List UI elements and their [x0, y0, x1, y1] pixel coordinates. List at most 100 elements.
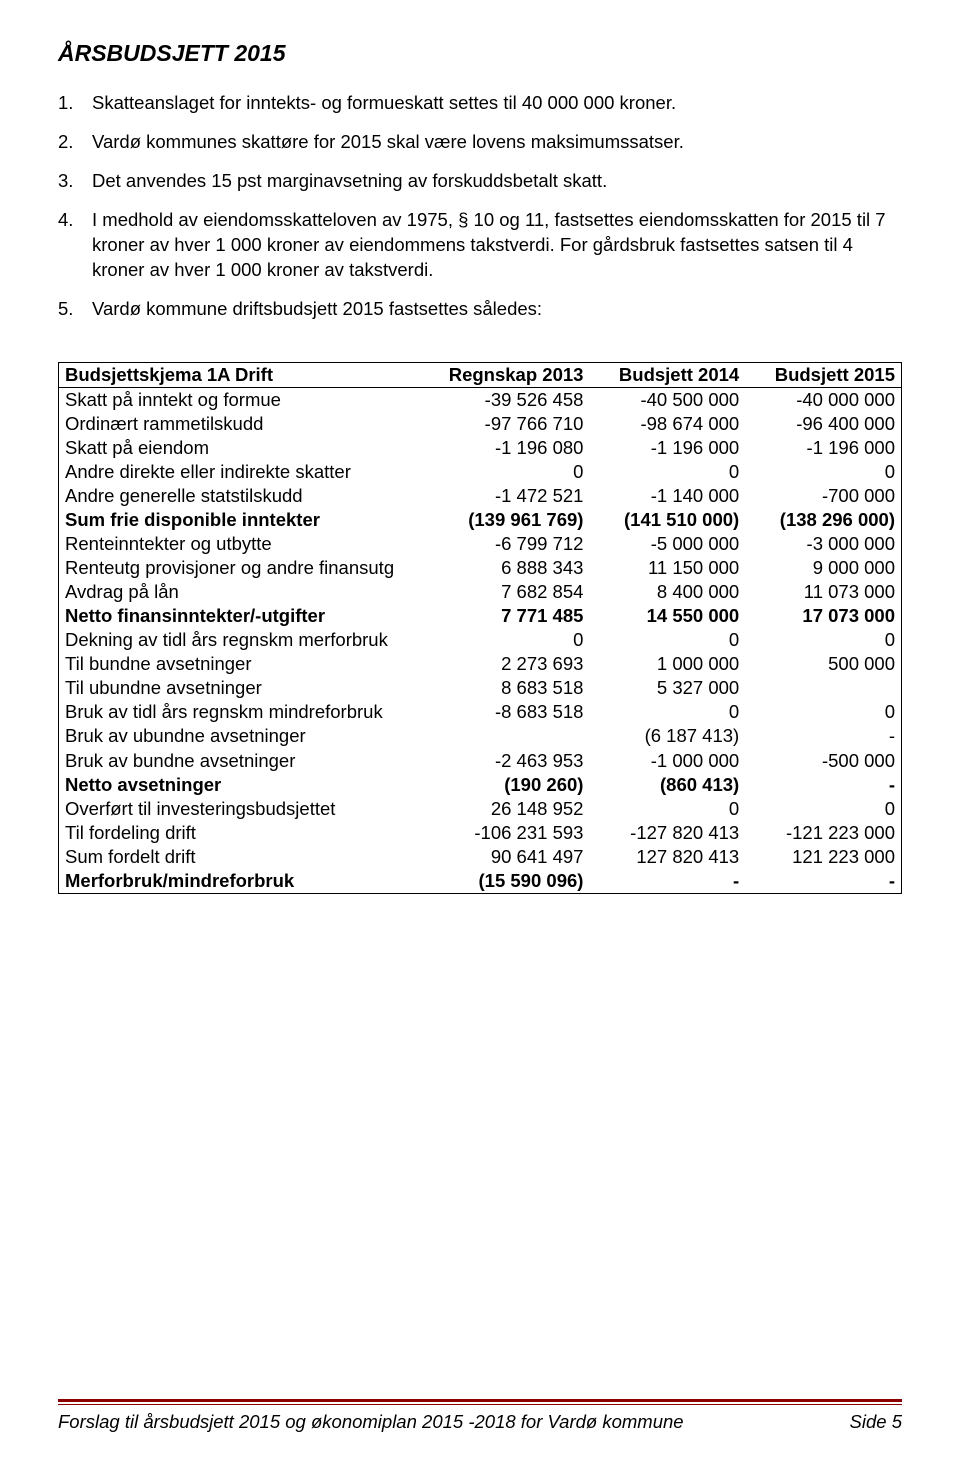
table-row: Bruk av bundne avsetninger-2 463 953-1 0…: [59, 749, 901, 773]
row-value-regnskap: 0: [429, 460, 589, 484]
row-label: Merforbruk/mindreforbruk: [59, 869, 429, 893]
row-value-budsjett-2015: 0: [745, 460, 901, 484]
list-item-text: Det anvendes 15 pst marginavsetning av f…: [92, 169, 902, 194]
budget-table: Budsjettskjema 1A Drift Regnskap 2013 Bu…: [58, 362, 902, 894]
row-value-budsjett-2014: (860 413): [589, 773, 745, 797]
row-value-budsjett-2015: 9 000 000: [745, 556, 901, 580]
row-value-regnskap: 0: [429, 628, 589, 652]
row-value-budsjett-2014: 8 400 000: [589, 580, 745, 604]
table-row: Skatt på eiendom-1 196 080-1 196 000-1 1…: [59, 436, 901, 460]
list-item-number: 5.: [58, 297, 92, 322]
row-value-budsjett-2015: 0: [745, 700, 901, 724]
row-value-budsjett-2015: -121 223 000: [745, 821, 901, 845]
list-item-text: I medhold av eiendomsskatteloven av 1975…: [92, 208, 902, 283]
row-label: Dekning av tidl års regnskm merforbruk: [59, 628, 429, 652]
row-value-budsjett-2015: 11 073 000: [745, 580, 901, 604]
col-header-label: Budsjettskjema 1A Drift: [59, 363, 429, 388]
row-value-budsjett-2014: 0: [589, 700, 745, 724]
table-row: Merforbruk/mindreforbruk(15 590 096)--: [59, 869, 901, 893]
footer-text-left: Forslag til årsbudsjett 2015 og økonomip…: [58, 1411, 684, 1433]
row-label: Til fordeling drift: [59, 821, 429, 845]
row-value-budsjett-2015: 17 073 000: [745, 604, 901, 628]
row-value-regnskap: -6 799 712: [429, 532, 589, 556]
row-value-budsjett-2014: 11 150 000: [589, 556, 745, 580]
row-label: Skatt på eiendom: [59, 436, 429, 460]
list-item: 2.Vardø kommunes skattøre for 2015 skal …: [58, 130, 902, 155]
table-row: Renteutg provisjoner og andre finansutg6…: [59, 556, 901, 580]
row-value-budsjett-2014: -1 000 000: [589, 749, 745, 773]
row-label: Overført til investeringsbudsjettet: [59, 797, 429, 821]
row-value-regnskap: -39 526 458: [429, 387, 589, 412]
row-value-budsjett-2014: -1 196 000: [589, 436, 745, 460]
list-item: 4.I medhold av eiendomsskatteloven av 19…: [58, 208, 902, 283]
row-value-regnskap: 8 683 518: [429, 676, 589, 700]
table-header-row: Budsjettskjema 1A Drift Regnskap 2013 Bu…: [59, 363, 901, 388]
row-label: Sum fordelt drift: [59, 845, 429, 869]
row-value-regnskap: -106 231 593: [429, 821, 589, 845]
list-item-number: 4.: [58, 208, 92, 283]
list-item-text: Skatteanslaget for inntekts- og formuesk…: [92, 91, 902, 116]
row-label: Bruk av bundne avsetninger: [59, 749, 429, 773]
row-label: Renteinntekter og utbytte: [59, 532, 429, 556]
row-label: Andre generelle statstilskudd: [59, 484, 429, 508]
row-value-budsjett-2015: -500 000: [745, 749, 901, 773]
row-value-regnskap: -2 463 953: [429, 749, 589, 773]
numbered-list: 1.Skatteanslaget for inntekts- og formue…: [58, 91, 902, 322]
row-label: Avdrag på lån: [59, 580, 429, 604]
row-value-budsjett-2015: -96 400 000: [745, 412, 901, 436]
row-label: Bruk av tidl års regnskm mindreforbruk: [59, 700, 429, 724]
table-row: Ordinært rammetilskudd-97 766 710-98 674…: [59, 412, 901, 436]
table-row: Til bundne avsetninger2 273 6931 000 000…: [59, 652, 901, 676]
row-value-budsjett-2015: -: [745, 773, 901, 797]
row-value-budsjett-2014: (141 510 000): [589, 508, 745, 532]
col-header-regnskap: Regnskap 2013: [429, 363, 589, 388]
table-row: Andre direkte eller indirekte skatter000: [59, 460, 901, 484]
row-value-budsjett-2014: 0: [589, 628, 745, 652]
footer-rule: [58, 1399, 902, 1405]
row-label: Netto finansinntekter/-utgifter: [59, 604, 429, 628]
row-value-budsjett-2015: 121 223 000: [745, 845, 901, 869]
row-value-budsjett-2015: -: [745, 724, 901, 748]
row-value-budsjett-2014: 127 820 413: [589, 845, 745, 869]
row-value-budsjett-2015: -40 000 000: [745, 387, 901, 412]
table-row: Til fordeling drift-106 231 593-127 820 …: [59, 821, 901, 845]
table-row: Overført til investeringsbudsjettet26 14…: [59, 797, 901, 821]
row-value-budsjett-2014: -1 140 000: [589, 484, 745, 508]
page-footer: Forslag til årsbudsjett 2015 og økonomip…: [58, 1399, 902, 1433]
row-value-regnskap: -1 472 521: [429, 484, 589, 508]
table-row: Netto finansinntekter/-utgifter7 771 485…: [59, 604, 901, 628]
row-value-budsjett-2014: 0: [589, 797, 745, 821]
row-label: Netto avsetninger: [59, 773, 429, 797]
row-value-budsjett-2015: 0: [745, 628, 901, 652]
list-item-number: 2.: [58, 130, 92, 155]
row-value-budsjett-2015: (138 296 000): [745, 508, 901, 532]
row-value-regnskap: 90 641 497: [429, 845, 589, 869]
list-item: 5.Vardø kommune driftsbudsjett 2015 fast…: [58, 297, 902, 322]
footer-text-right: Side 5: [850, 1411, 902, 1433]
row-label: Til bundne avsetninger: [59, 652, 429, 676]
list-item: 1.Skatteanslaget for inntekts- og formue…: [58, 91, 902, 116]
table-row: Bruk av ubundne avsetninger(6 187 413)-: [59, 724, 901, 748]
row-value-budsjett-2015: -1 196 000: [745, 436, 901, 460]
row-value-regnskap: (139 961 769): [429, 508, 589, 532]
row-label: Renteutg provisjoner og andre finansutg: [59, 556, 429, 580]
row-value-regnskap: (190 260): [429, 773, 589, 797]
page-title: ÅRSBUDSJETT 2015: [58, 40, 902, 67]
table-row: Dekning av tidl års regnskm merforbruk00…: [59, 628, 901, 652]
row-label: Ordinært rammetilskudd: [59, 412, 429, 436]
row-value-regnskap: -1 196 080: [429, 436, 589, 460]
row-value-budsjett-2014: (6 187 413): [589, 724, 745, 748]
row-value-budsjett-2014: -127 820 413: [589, 821, 745, 845]
row-value-budsjett-2014: 0: [589, 460, 745, 484]
table-row: Skatt på inntekt og formue-39 526 458-40…: [59, 387, 901, 412]
row-value-regnskap: 7 771 485: [429, 604, 589, 628]
row-value-regnskap: -97 766 710: [429, 412, 589, 436]
table-row: Avdrag på lån7 682 8548 400 00011 073 00…: [59, 580, 901, 604]
col-header-budsjett-2014: Budsjett 2014: [589, 363, 745, 388]
row-value-regnskap: (15 590 096): [429, 869, 589, 893]
row-value-budsjett-2014: 14 550 000: [589, 604, 745, 628]
row-value-regnskap: -8 683 518: [429, 700, 589, 724]
table-row: Bruk av tidl års regnskm mindreforbruk-8…: [59, 700, 901, 724]
row-value-budsjett-2015: [745, 676, 901, 700]
row-value-budsjett-2014: 1 000 000: [589, 652, 745, 676]
